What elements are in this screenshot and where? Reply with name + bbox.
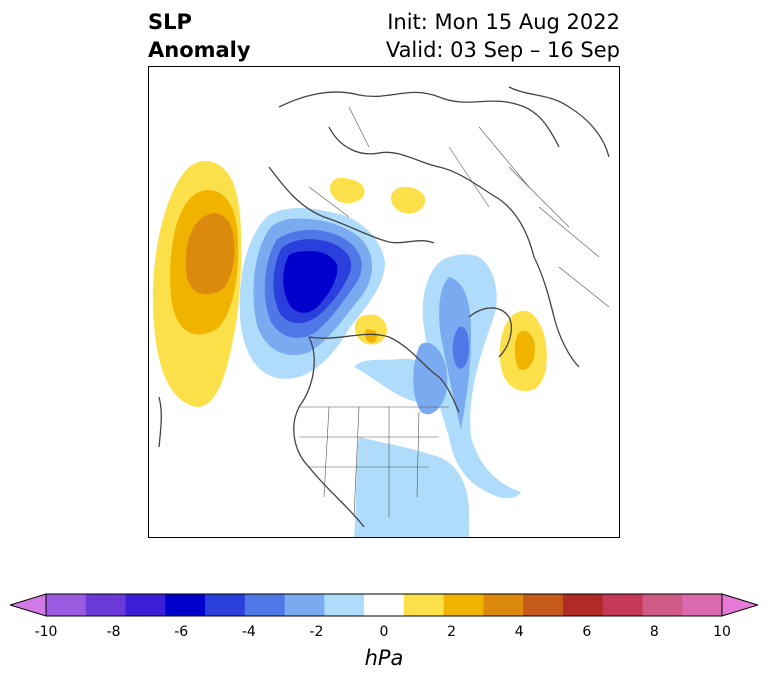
colorbar-outline [45,593,723,617]
map-title: SLP Anomaly [148,8,251,64]
colorbar-segment [523,594,564,616]
colorbar-segment [364,594,405,616]
map-panel [148,66,620,538]
colorbar-tick-label: 10 [713,624,731,640]
pacific-positive-anomaly [152,161,242,407]
colorbar-extend-min [10,593,47,617]
small-positive-anomalies [330,177,547,391]
colorbar-segment [443,594,484,616]
colorbar-segment [284,594,325,616]
atlantic-negative-anomaly [354,254,521,537]
colorbar-extend-max [721,593,758,617]
colorbar-tick-label: 0 [379,624,389,640]
colorbar-segment [85,594,127,616]
colorbar-tick-label: 4 [514,624,524,640]
colorbar-segment [403,594,445,616]
colorbar-tick-label: -4 [241,624,256,640]
date-info: Init: Mon 15 Aug 2022 Valid: 03 Sep – 16… [386,8,620,64]
valid-date: Valid: 03 Sep – 16 Sep [385,38,620,62]
colorbar-segment [602,594,643,616]
colorbar-tick-label: 2 [447,624,457,640]
colorbar-segment [562,594,604,616]
colorbar-segment [324,594,365,616]
colorbar-tick-label: -8 [106,624,121,640]
title-line-1: SLP [148,10,192,34]
colorbar-tick-label: -6 [174,624,189,640]
colorbar-tick-label: -10 [34,624,58,640]
colorbar-ticks: -10 -8 -6 -4 -2 0 2 4 6 8 10 [0,624,768,644]
colorbar-tick-label: -2 [309,624,324,640]
colorbar-segment [125,594,166,616]
arctic-negative-anomaly [239,208,385,379]
colorbar-segment [682,594,723,616]
country-borders [299,106,610,518]
colorbar [10,593,758,617]
colorbar-segment [46,594,87,616]
coastlines [158,86,610,528]
anomaly-map [152,86,610,537]
title-line-2: Anomaly [148,38,251,62]
colorbar-segment [205,594,246,616]
colorbar-tick-label: 6 [582,624,592,640]
colorbar-segment [244,594,286,616]
colorbar-segment [483,594,524,616]
colorbar-segment [642,594,683,616]
colorbar-unit: hPa [364,646,404,670]
init-date: Init: Mon 15 Aug 2022 [387,10,620,34]
colorbar-segment [165,594,206,616]
colorbar-tick-label: 8 [649,624,659,640]
